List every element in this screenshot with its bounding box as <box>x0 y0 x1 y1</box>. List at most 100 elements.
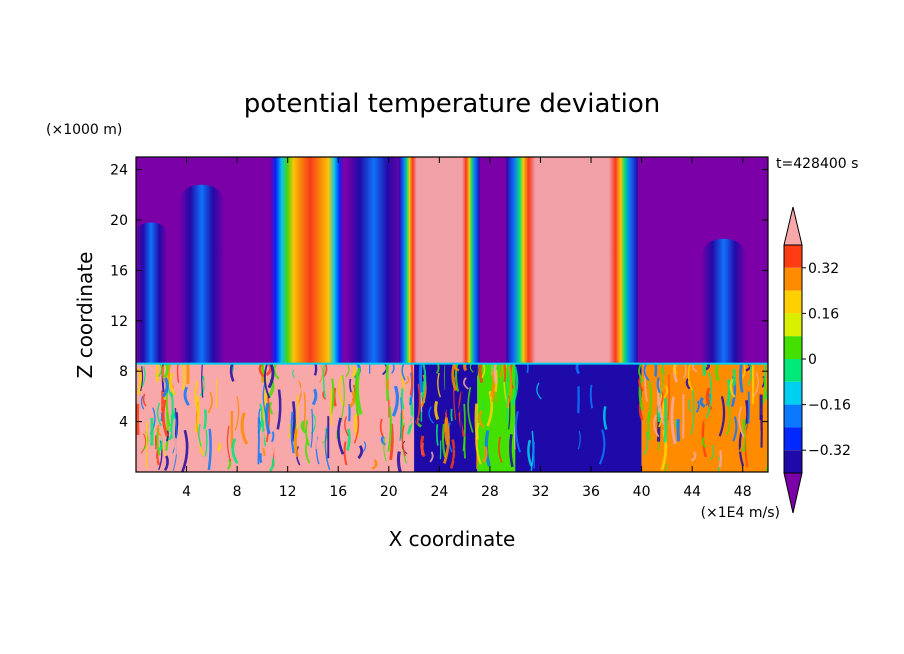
turbulence-streak <box>383 437 387 462</box>
turbulence-streak <box>450 408 453 422</box>
colorbar-segment <box>784 381 802 405</box>
turbulence-streak <box>155 363 160 382</box>
turbulence-streak <box>677 363 682 385</box>
turbulence-streak <box>416 383 421 425</box>
colorbar-tick-label: 0 <box>808 352 817 368</box>
time-label: t=428400 s <box>776 156 858 172</box>
x-tick-label: 40 <box>633 484 651 500</box>
x-axis-title: X coordinate <box>389 527 516 551</box>
turbulence-streak <box>401 363 406 381</box>
colorbar-segment <box>784 404 802 428</box>
colorbar-tick-label: −0.32 <box>808 443 851 459</box>
turbulence-streak <box>183 386 190 407</box>
turbulence-streak <box>451 363 458 392</box>
turbulence-streak <box>371 459 378 470</box>
turbulence-streak <box>227 458 232 470</box>
turbulence-streak <box>690 451 697 462</box>
plot-frame <box>135 156 769 473</box>
x-tick-label: 24 <box>430 484 448 500</box>
turbulence-streak <box>400 388 405 410</box>
turbulence-streak <box>663 398 668 443</box>
turbulence-streak <box>204 363 208 412</box>
turbulence-streak <box>463 362 468 372</box>
turbulence-streak <box>263 363 271 399</box>
turbulence-streak <box>163 455 169 472</box>
turbulence-streak <box>181 429 189 472</box>
turbulence-streak <box>344 416 349 437</box>
turbulence-streak <box>602 406 608 430</box>
colorbar-tick-label: 0.32 <box>808 261 839 277</box>
turbulence-streak <box>427 457 432 472</box>
turbulence-streak <box>453 447 458 462</box>
colorbar-tick-label: 0.16 <box>808 306 839 322</box>
turbulence-streak <box>726 404 731 436</box>
colorbar-max-arrow <box>783 206 803 246</box>
turbulence-streak <box>323 363 328 377</box>
turbulence-streak <box>643 431 649 456</box>
turbulence-streak <box>701 436 707 449</box>
turbulence-streak <box>257 417 260 465</box>
x-tick-label: 44 <box>683 484 701 500</box>
turbulence-streak <box>506 366 513 408</box>
contour-field <box>136 157 768 472</box>
lower-layer-segment <box>136 363 415 472</box>
x-tick-label: 48 <box>734 484 752 500</box>
turbulence-streak <box>462 403 466 452</box>
turbulence-streak <box>649 362 656 379</box>
turbulence-streak <box>685 378 691 390</box>
turbulence-streak <box>346 428 351 451</box>
turbulence-streak <box>420 435 426 458</box>
turbulence-streak <box>732 416 738 442</box>
turbulence-streak <box>182 363 186 391</box>
turbulence-streak <box>399 397 403 441</box>
turbulence-streak <box>478 410 485 429</box>
turbulence-streak <box>658 393 665 428</box>
turbulence-streak <box>338 375 345 407</box>
turbulence-streak <box>638 378 644 411</box>
upper-column <box>398 157 480 364</box>
turbulence-streak <box>460 403 463 437</box>
turbulence-streak <box>168 372 177 396</box>
turbulence-streak <box>163 362 169 379</box>
colorbar-segment <box>784 267 802 291</box>
turbulence-streak <box>326 401 331 412</box>
turbulence-streak <box>598 429 606 465</box>
turbulence-streak <box>258 362 265 378</box>
turbulence-streak <box>240 412 249 445</box>
turbulence-streak <box>659 368 664 398</box>
turbulence-streak <box>176 363 180 384</box>
turbulence-streak <box>718 450 722 468</box>
turbulence-streak <box>261 431 265 449</box>
turbulence-streak <box>418 363 424 393</box>
turbulence-streak <box>738 406 745 438</box>
turbulence-streak <box>653 414 660 438</box>
turbulence-streak <box>509 434 514 468</box>
x-tick-label: 36 <box>582 484 600 500</box>
turbulence-streak <box>322 363 326 398</box>
turbulence-streak <box>396 451 402 472</box>
y-tick-label: 8 <box>119 364 128 380</box>
turbulence-streak <box>140 433 147 454</box>
turbulence-streak <box>271 431 275 443</box>
turbulence-streak <box>156 402 163 427</box>
turbulence-streak <box>349 456 354 467</box>
y-tick-label: 20 <box>110 213 128 229</box>
turbulence-streak <box>379 418 384 437</box>
turbulence-streak <box>688 399 692 412</box>
turbulence-streak <box>437 372 442 398</box>
turbulence-streak <box>454 363 460 392</box>
turbulence-streak <box>233 363 239 387</box>
turbulence-streak <box>401 425 407 457</box>
turbulence-streak <box>747 363 752 386</box>
turbulence-streak <box>161 377 169 398</box>
turbulence-streak <box>140 366 144 392</box>
turbulence-streak <box>493 363 498 384</box>
upper-column <box>506 157 638 364</box>
turbulence-streak <box>643 363 650 382</box>
turbulence-streak <box>738 431 745 467</box>
turbulence-streak <box>718 396 726 437</box>
turbulence-streak <box>409 363 414 396</box>
turbulence-streak <box>753 372 760 397</box>
turbulence-streak <box>234 396 240 431</box>
turbulence-streak <box>656 377 661 394</box>
